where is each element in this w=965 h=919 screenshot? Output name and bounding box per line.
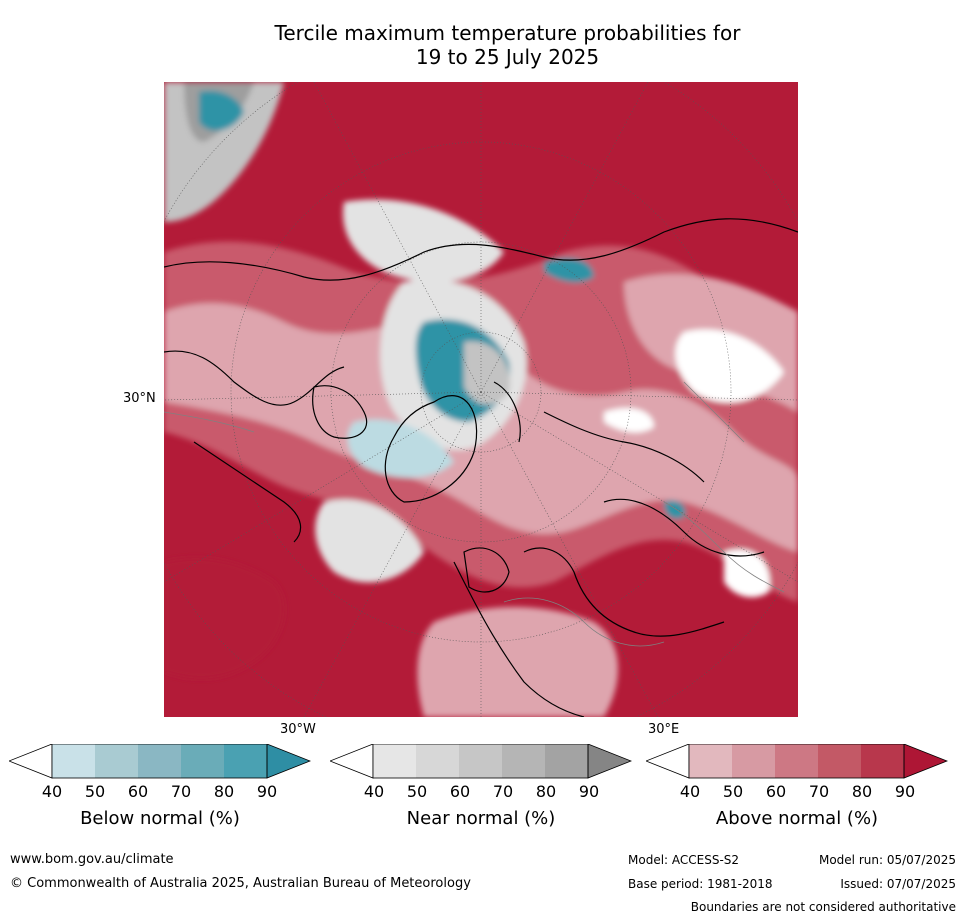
map-canvas bbox=[164, 82, 798, 717]
colorbar-swatch bbox=[775, 744, 818, 778]
footer-issued: Issued: 07/07/2025 bbox=[840, 877, 956, 891]
footer-model: Model: ACCESS-S2 bbox=[628, 853, 740, 867]
colorbar-near-swatches bbox=[330, 744, 632, 779]
colorbar-extend-high bbox=[266, 744, 311, 779]
longitude-label-east: 30°E bbox=[648, 722, 680, 737]
colorbar-below bbox=[9, 744, 311, 780]
footer-model-run: Model run: 05/07/2025 bbox=[818, 853, 956, 867]
colorbar-swatch bbox=[224, 744, 267, 778]
colorbar-tick-label: 60 bbox=[449, 782, 471, 801]
colorbar-tick-label: 70 bbox=[170, 782, 192, 801]
colorbar-tick-label: 40 bbox=[41, 782, 63, 801]
footer-base-period: Base period: 1981-2018 bbox=[628, 877, 773, 891]
colorbar-tick-label: 80 bbox=[535, 782, 557, 801]
colorbar-swatch bbox=[818, 744, 861, 778]
colorbar-above-swatches bbox=[646, 744, 948, 779]
colorbar-extend-low bbox=[9, 744, 53, 779]
coastlines bbox=[164, 218, 798, 717]
colorbar-extend-low bbox=[330, 744, 374, 779]
footer-url[interactable]: www.bom.gov.au/climate bbox=[10, 852, 174, 867]
colorbar-near bbox=[330, 744, 632, 780]
colorbar-frame bbox=[688, 744, 905, 779]
colorbar-extend-low bbox=[646, 744, 690, 779]
title-line-2: 19 to 25 July 2025 bbox=[415, 45, 600, 69]
colorbar-near-label: Near normal (%) bbox=[406, 808, 556, 829]
colorbar-tick-label: 60 bbox=[127, 782, 149, 801]
colorbar-above bbox=[646, 744, 948, 780]
colorbar-below-swatches bbox=[9, 744, 311, 779]
colorbar-tick-label: 90 bbox=[578, 782, 600, 801]
footer-disclaimer: Boundaries are not considered authoritat… bbox=[690, 900, 956, 914]
colorbar-swatch bbox=[95, 744, 138, 778]
colorbar-extend-high bbox=[903, 744, 948, 779]
colorbar-swatch bbox=[52, 744, 95, 778]
colorbar-swatch bbox=[861, 744, 904, 778]
colorbar-tick-label: 50 bbox=[84, 782, 106, 801]
colorbar-tick-label: 80 bbox=[213, 782, 235, 801]
graticule bbox=[164, 82, 798, 717]
longitude-label-west: 30°W bbox=[280, 722, 316, 737]
colorbar-frame bbox=[51, 744, 268, 779]
colorbar-tick-label: 80 bbox=[851, 782, 873, 801]
colorbar-tick-label: 50 bbox=[722, 782, 744, 801]
colorbar-tick-label: 90 bbox=[256, 782, 278, 801]
colorbar-swatch bbox=[545, 744, 588, 778]
latitude-label: 30°N bbox=[123, 391, 156, 406]
probability-field bbox=[164, 82, 798, 717]
colorbar-swatch bbox=[416, 744, 459, 778]
polar-map bbox=[164, 82, 798, 717]
colorbar-above-label: Above normal (%) bbox=[715, 808, 879, 829]
country-borders bbox=[164, 381, 785, 647]
colorbar-swatch bbox=[732, 744, 775, 778]
colorbar-tick-label: 50 bbox=[406, 782, 428, 801]
colorbar-swatch bbox=[502, 744, 545, 778]
colorbar-swatch bbox=[373, 744, 416, 778]
colorbar-tick-label: 70 bbox=[808, 782, 830, 801]
footer-copyright: © Commonwealth of Australia 2025, Austra… bbox=[10, 876, 471, 891]
colorbar-tick-label: 70 bbox=[492, 782, 514, 801]
chart-title: Tercile maximum temperature probabilitie… bbox=[0, 21, 965, 69]
colorbar-extend-high bbox=[587, 744, 632, 779]
colorbar-swatch bbox=[459, 744, 502, 778]
colorbar-frame bbox=[372, 744, 589, 779]
title-line-1: Tercile maximum temperature probabilitie… bbox=[274, 21, 741, 45]
colorbar-tick-label: 40 bbox=[679, 782, 701, 801]
colorbar-swatch bbox=[138, 744, 181, 778]
colorbar-tick-label: 40 bbox=[363, 782, 385, 801]
colorbar-swatch bbox=[689, 744, 732, 778]
colorbar-below-label: Below normal (%) bbox=[80, 808, 240, 829]
colorbar-tick-label: 90 bbox=[894, 782, 916, 801]
colorbar-swatch bbox=[181, 744, 224, 778]
colorbar-tick-label: 60 bbox=[765, 782, 787, 801]
